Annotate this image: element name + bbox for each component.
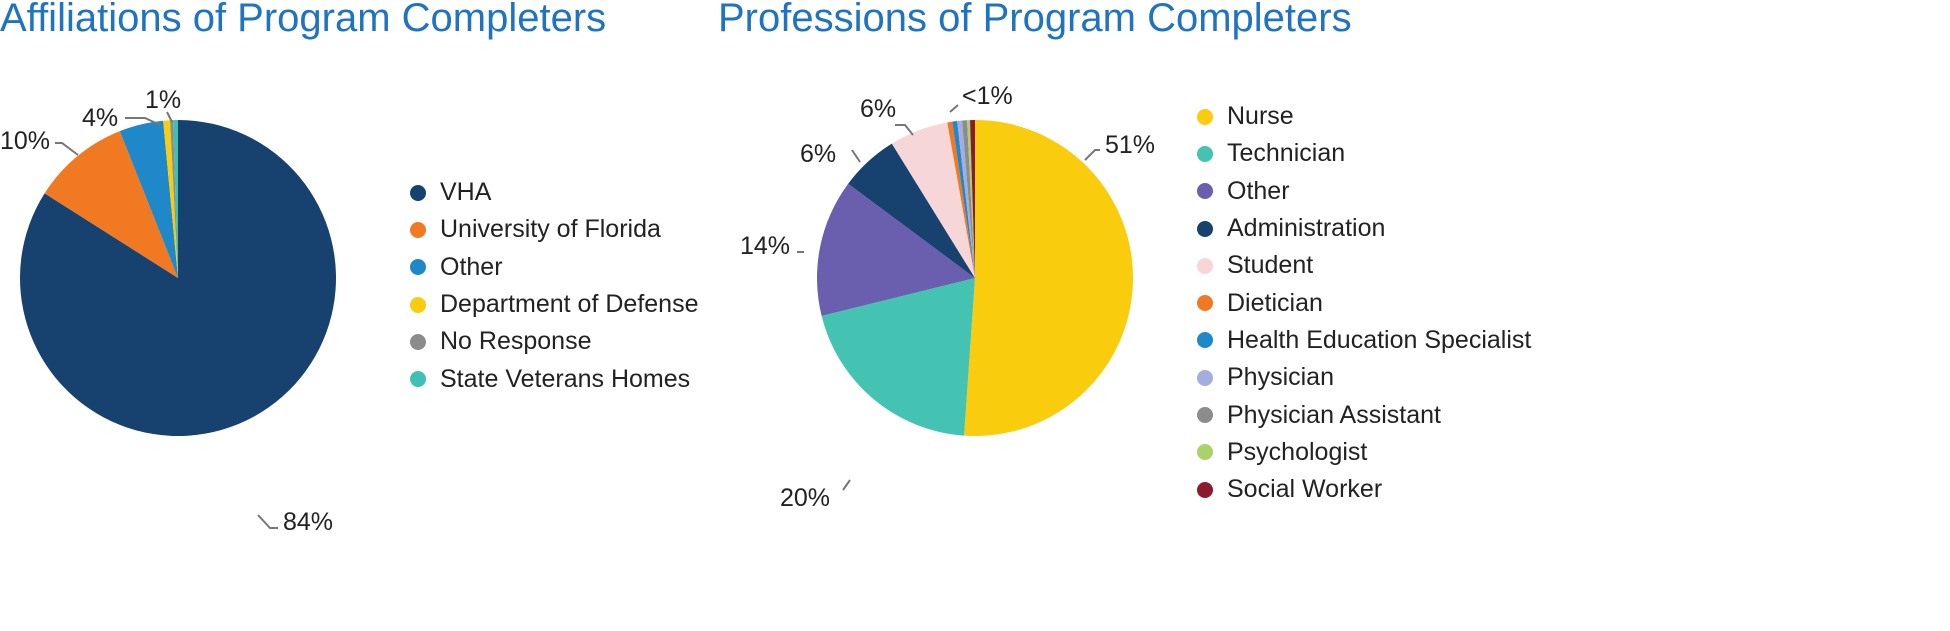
- legend-label: Physician: [1227, 363, 1334, 392]
- legend-marker: [1197, 444, 1213, 461]
- pie-slice-physician: [957, 120, 975, 278]
- legend-label: Social Worker: [1227, 475, 1383, 504]
- legend-item: State Veterans Homes: [410, 360, 698, 397]
- legend-marker: [1197, 295, 1213, 312]
- legend-item: Nurse: [1197, 98, 1531, 135]
- affiliations-pie: [19, 120, 337, 436]
- legend-marker: [410, 371, 426, 388]
- pie-slice-state-veterans-homes: [173, 120, 178, 278]
- legend-item: Physician Assistant: [1197, 396, 1531, 433]
- pie-slice-dietician: [947, 121, 975, 279]
- legend-item: Dietician: [1197, 284, 1531, 321]
- data-label-other: 4%: [82, 104, 119, 132]
- pie-slice-physician-assistant: [962, 120, 975, 278]
- pie-slice-health-education-specialist: [952, 121, 975, 278]
- legend-marker: [1197, 145, 1213, 162]
- legend-label: Department of Defense: [440, 290, 699, 319]
- legend-item: University of Florida: [410, 211, 698, 248]
- legend-marker: [1197, 183, 1213, 200]
- pie-slice-no-response: [170, 120, 178, 278]
- legend-marker: [1197, 220, 1213, 237]
- legend-marker: [410, 184, 426, 201]
- legend-marker: [1197, 481, 1213, 498]
- legend-label: VHA: [440, 178, 492, 207]
- data-label-small-slices: <1%: [962, 82, 1013, 110]
- legend-item: Psychologist: [1197, 434, 1531, 471]
- pie-slice-other: [817, 183, 975, 316]
- legend-label: Other: [440, 252, 503, 281]
- data-label-administration: 6%: [800, 140, 837, 168]
- legend-item: Administration: [1197, 210, 1531, 247]
- legend-label: Nurse: [1227, 102, 1294, 131]
- pie-slice-department-of-defense: [163, 120, 178, 279]
- pie-slice-university-of-florida: [44, 131, 178, 278]
- pie-slice-student: [891, 122, 975, 278]
- legend-label: Technician: [1227, 139, 1346, 168]
- legend-marker: [1197, 332, 1213, 349]
- pie-slice-social-worker: [970, 120, 975, 278]
- legend-marker: [1197, 108, 1213, 125]
- legend-label: Other: [1227, 176, 1290, 205]
- legend-label: Physician Assistant: [1227, 400, 1441, 429]
- data-label-dod: 1%: [145, 86, 182, 114]
- professions-pie: [817, 120, 1133, 436]
- pie-slice-nurse: [964, 120, 1133, 436]
- legend-item: Student: [1197, 247, 1531, 284]
- pie-slice-administration: [848, 143, 975, 278]
- legend-item: Social Worker: [1197, 471, 1531, 508]
- legend-label: Administration: [1227, 214, 1386, 243]
- legend-marker: [410, 259, 426, 276]
- legend-label: No Response: [440, 327, 592, 356]
- legend-marker: [1197, 369, 1213, 386]
- legend-item: Department of Defense: [410, 286, 698, 323]
- legend-marker: [410, 221, 426, 238]
- pie-slice-other: [119, 120, 178, 279]
- legend-item: Other: [1197, 173, 1531, 210]
- data-label-vha: 84%: [283, 508, 334, 536]
- legend-marker: [410, 296, 426, 313]
- pie-slice-psychologist: [967, 120, 975, 278]
- legend-marker: [410, 333, 426, 350]
- legend-label: Health Education Specialist: [1227, 325, 1532, 354]
- legend-label: Dietician: [1227, 288, 1323, 317]
- data-label-technician: 20%: [780, 484, 831, 512]
- data-label-student: 6%: [860, 95, 897, 123]
- leader-lines: [55, 104, 1100, 529]
- legend-marker: [1197, 407, 1213, 424]
- affiliations-legend: VHA University of Florida Other Department …: [410, 174, 698, 398]
- legend-item: VHA: [410, 174, 698, 211]
- legend-item: Health Education Specialist: [1197, 322, 1531, 359]
- legend-item: Technician: [1197, 135, 1531, 172]
- pie-slice-technician: [821, 278, 975, 436]
- legend-item: Other: [410, 249, 698, 286]
- affiliations-title: Affiliations of Program Completers: [0, 0, 607, 40]
- legend-item: No Response: [410, 323, 698, 360]
- data-label-university-of-florida: 10%: [0, 127, 51, 155]
- legend-label: Psychologist: [1227, 437, 1368, 466]
- legend-item: Physician: [1197, 359, 1531, 396]
- legend-label: University of Florida: [440, 215, 661, 244]
- data-label-nurse: 51%: [1105, 131, 1156, 159]
- legend-label: Student: [1227, 251, 1314, 280]
- professions-title: Professions of Program Completers: [718, 0, 1352, 40]
- professions-legend: Nurse Technician Other Administration Studen…: [1197, 98, 1531, 508]
- legend-marker: [1197, 257, 1213, 274]
- legend-label: State Veterans Homes: [440, 364, 691, 393]
- data-label-other: 14%: [740, 232, 791, 260]
